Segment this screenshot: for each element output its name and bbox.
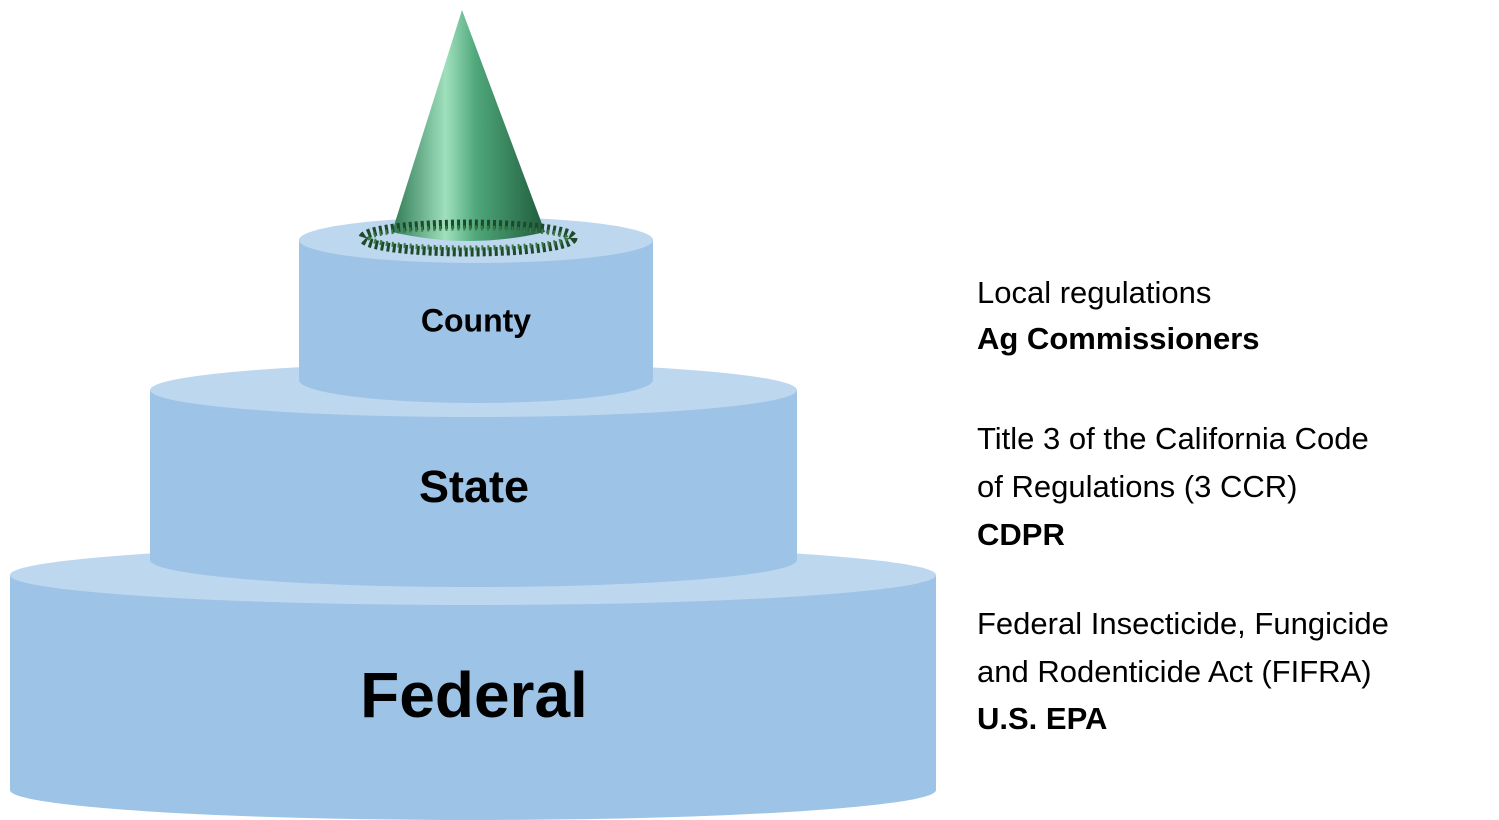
description-line: Title 3 of the California Code bbox=[977, 421, 1369, 456]
agency: U.S. EPA bbox=[977, 701, 1107, 736]
tier-label: County bbox=[421, 302, 531, 338]
description-line: of Regulations (3 CCR) bbox=[977, 469, 1297, 504]
hat-cone bbox=[392, 10, 545, 241]
agency: CDPR bbox=[977, 517, 1065, 552]
description-line: Local regulations bbox=[977, 275, 1211, 310]
tier-base bbox=[299, 357, 653, 403]
tier-base bbox=[150, 533, 797, 587]
tier-base bbox=[10, 760, 936, 820]
description-line: and Rodenticide Act (FIFRA) bbox=[977, 654, 1372, 689]
description-line: Federal Insecticide, Fungicide bbox=[977, 606, 1389, 641]
tier-label: Federal bbox=[360, 659, 588, 731]
diagram: County State Federal Local regulations A… bbox=[0, 0, 1499, 820]
tier-label: State bbox=[419, 461, 529, 512]
party-hat bbox=[363, 10, 573, 252]
agency: Ag Commissioners bbox=[977, 321, 1260, 356]
